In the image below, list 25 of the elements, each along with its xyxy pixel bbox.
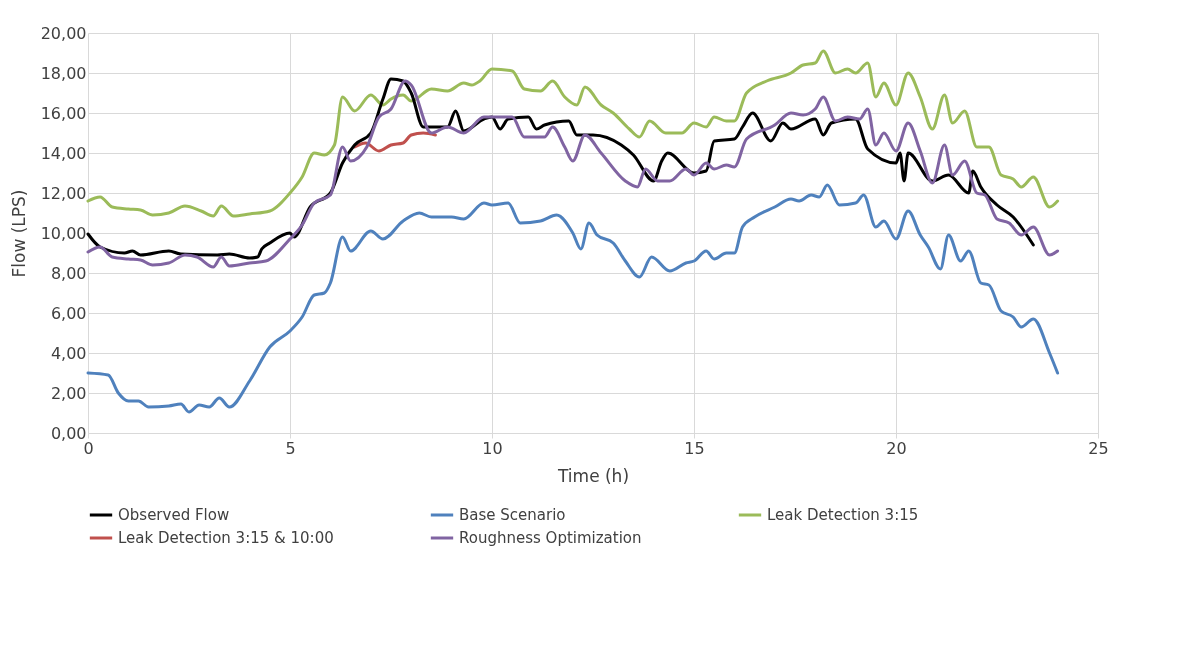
legend-label: Base Scenario bbox=[459, 506, 566, 524]
y-axis-title: Flow (LPS) bbox=[8, 189, 29, 278]
x-axis-title: Time (h) bbox=[556, 465, 630, 486]
x-tick-label: 20 bbox=[886, 438, 907, 458]
x-tick-label: 25 bbox=[1088, 438, 1109, 458]
line-series bbox=[86, 183, 1060, 414]
y-tick-label: 12,00 bbox=[40, 183, 87, 203]
legend-label: Leak Detection 3:15 & 10:00 bbox=[118, 529, 334, 547]
x-tick-label: 5 bbox=[285, 438, 296, 458]
x-tick-label: 15 bbox=[684, 438, 705, 458]
y-tick-label: 4,00 bbox=[50, 343, 87, 363]
y-tick-label: 6,00 bbox=[50, 303, 87, 323]
y-tick-label: 10,00 bbox=[40, 223, 87, 243]
y-tick-label: 18,00 bbox=[40, 63, 87, 83]
legend-label: Observed Flow bbox=[118, 506, 230, 524]
line-series bbox=[353, 131, 437, 153]
y-tick-label: 14,00 bbox=[40, 143, 87, 163]
legend-label: Roughness Optimization bbox=[459, 529, 642, 547]
x-tick-label: 10 bbox=[482, 438, 503, 458]
line-series bbox=[86, 49, 1060, 218]
y-tick-label: 2,00 bbox=[50, 383, 87, 403]
y-tick-label: 20,00 bbox=[40, 23, 87, 43]
y-tick-label: 8,00 bbox=[50, 263, 87, 283]
legend-label: Leak Detection 3:15 bbox=[767, 506, 919, 524]
y-tick-label: 16,00 bbox=[40, 103, 87, 123]
